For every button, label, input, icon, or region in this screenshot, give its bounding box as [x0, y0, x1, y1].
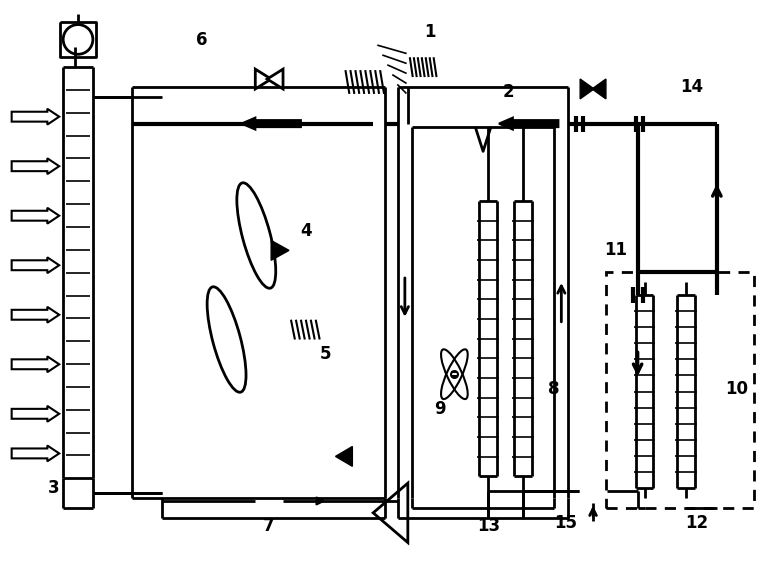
- Text: 7: 7: [264, 517, 275, 535]
- Polygon shape: [373, 483, 408, 542]
- Text: 1: 1: [424, 24, 435, 42]
- Polygon shape: [592, 79, 606, 99]
- Bar: [606, 272, 754, 508]
- Text: 8: 8: [548, 380, 559, 398]
- Polygon shape: [335, 447, 353, 466]
- Polygon shape: [268, 69, 283, 89]
- Text: 2: 2: [503, 83, 515, 101]
- Polygon shape: [580, 79, 594, 99]
- Text: 6: 6: [196, 31, 207, 49]
- Text: 14: 14: [680, 78, 704, 96]
- Text: 15: 15: [554, 514, 576, 532]
- FancyArrow shape: [499, 118, 558, 129]
- FancyArrow shape: [12, 208, 59, 224]
- Text: 12: 12: [686, 514, 708, 532]
- Text: 13: 13: [477, 517, 501, 535]
- Polygon shape: [271, 241, 289, 260]
- FancyArrow shape: [12, 406, 59, 422]
- Text: 11: 11: [604, 241, 627, 259]
- FancyArrow shape: [12, 158, 59, 174]
- FancyArrow shape: [242, 118, 301, 129]
- FancyArrow shape: [12, 356, 59, 372]
- Polygon shape: [255, 69, 271, 89]
- FancyArrow shape: [12, 258, 59, 273]
- Text: 3: 3: [48, 479, 59, 497]
- Text: 10: 10: [725, 380, 748, 398]
- FancyArrow shape: [12, 307, 59, 322]
- Text: 4: 4: [300, 222, 312, 240]
- Text: 9: 9: [434, 400, 445, 418]
- FancyArrow shape: [12, 109, 59, 125]
- FancyArrow shape: [12, 445, 59, 461]
- Text: 5: 5: [320, 345, 331, 364]
